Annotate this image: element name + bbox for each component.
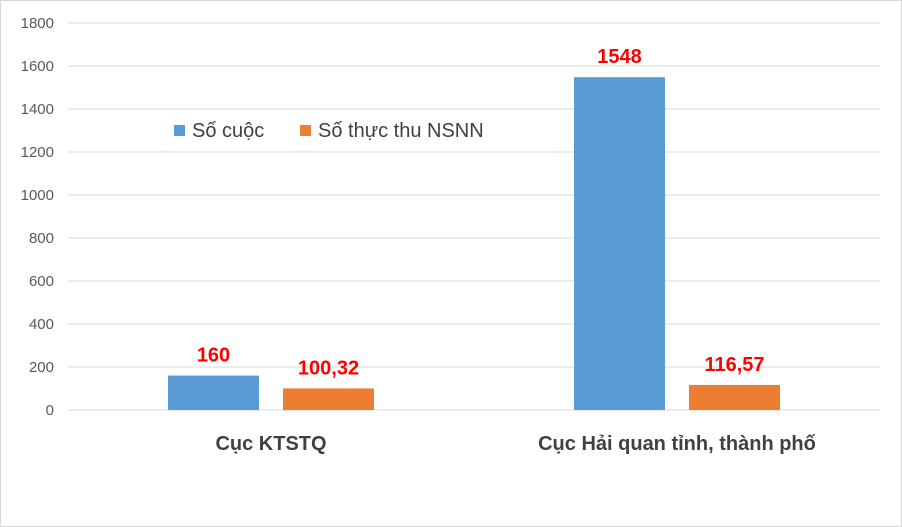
data-labels: 160 100,32 1548 116,57: [197, 46, 765, 379]
category-label: Cục KTSTQ: [215, 433, 326, 455]
y-tick-label: 1600: [21, 58, 54, 75]
data-label: 160: [197, 345, 230, 367]
y-axis-ticks: 0 200 400 600 800 1000 1200 1400 1600 1800: [21, 15, 54, 419]
y-tick-label: 800: [29, 230, 54, 247]
y-tick-label: 1400: [21, 101, 54, 118]
data-label: 100,32: [298, 357, 359, 379]
y-tick-label: 600: [29, 273, 54, 290]
y-tick-label: 1200: [21, 144, 54, 161]
legend-swatch: [174, 125, 185, 136]
legend-label: Số cuộc: [192, 120, 264, 142]
gridlines: [68, 22, 880, 411]
bar-so-cuoc-1: [574, 77, 665, 411]
data-label: 116,57: [704, 354, 764, 376]
y-tick-label: 0: [46, 402, 54, 419]
x-axis-categories: Cục KTSTQ Cục Hải quan tỉnh, thành phố: [215, 433, 815, 455]
category-label: Cục Hải quan tỉnh, thành phố: [538, 433, 816, 455]
legend-label: Số thực thu NSNN: [318, 120, 484, 142]
y-tick-label: 1000: [21, 187, 54, 204]
bars: [168, 77, 780, 411]
bar-so-thuc-thu-1: [689, 384, 780, 410]
legend: Số cuộc Số thực thu NSNN: [174, 120, 484, 142]
y-tick-label: 1800: [21, 15, 54, 32]
bar-so-thuc-thu-0: [283, 388, 374, 410]
legend-swatch: [300, 125, 311, 136]
y-tick-label: 400: [29, 316, 54, 333]
data-label: 1548: [597, 46, 642, 68]
y-tick-label: 200: [29, 359, 54, 376]
bar-so-cuoc-0: [168, 375, 259, 410]
